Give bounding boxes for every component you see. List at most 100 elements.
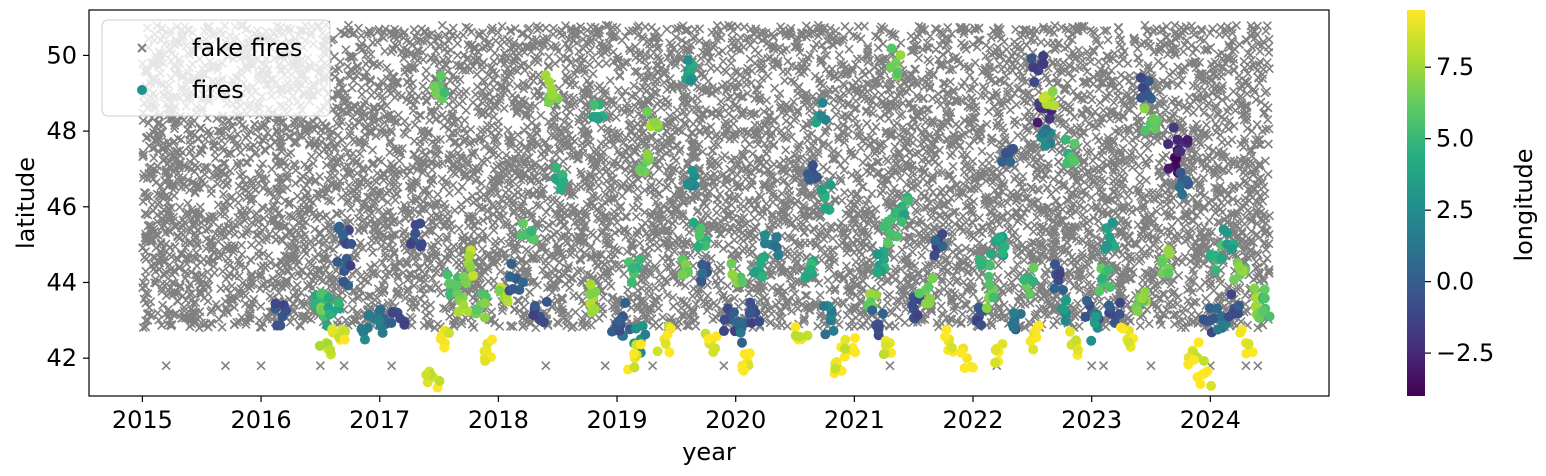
fake-fire-point: [525, 287, 535, 297]
fake-fire-point: [1010, 174, 1020, 184]
fake-fire-point: [815, 290, 825, 300]
fake-fire-point: [1210, 103, 1221, 113]
fake-fire-point: [417, 147, 427, 158]
fake-fire-point: [1132, 44, 1143, 54]
fake-fire-point: [648, 361, 658, 371]
fake-fire-point: [856, 143, 866, 153]
fake-fire-point: [421, 73, 431, 83]
fake-fire-point: [662, 24, 672, 34]
fake-fire-point: [212, 179, 223, 189]
fake-fire-point: [409, 24, 419, 35]
fake-fire-point: [631, 211, 642, 222]
fake-fire-point: [220, 361, 231, 371]
fake-fire-point: [1194, 101, 1204, 111]
fake-fire-point: [1087, 361, 1097, 371]
fake-fire-point: [1161, 150, 1171, 161]
fake-fire-point: [364, 83, 375, 93]
fake-fire-point: [461, 105, 471, 116]
fake-fire-point: [421, 310, 431, 320]
fake-fire-point: [1241, 361, 1251, 371]
fake-fire-point: [680, 281, 690, 291]
fake-fire-point: [1094, 135, 1104, 146]
fake-fire-point: [214, 314, 224, 324]
fake-fire-point: [1178, 47, 1189, 57]
fake-fire-point: [1022, 221, 1032, 231]
fake-fire-point: [462, 195, 472, 205]
fake-fire-point: [945, 151, 956, 161]
fake-fire-point: [873, 32, 883, 42]
fake-fire-point: [217, 322, 227, 332]
fake-fire-point: [1253, 361, 1263, 371]
fake-fire-point: [1234, 39, 1245, 50]
fake-fire-point: [711, 208, 722, 218]
fake-fire-point: [467, 319, 477, 329]
fake-fire-point: [216, 284, 226, 294]
fake-fire-point: [1019, 133, 1029, 143]
fake-fire-point: [236, 147, 246, 157]
fake-fire-point: [543, 61, 553, 71]
fake-fire-point: [744, 288, 754, 298]
fake-fire-point: [1146, 361, 1156, 371]
fake-fire-point: [1050, 21, 1060, 31]
fake-fire-point: [853, 21, 863, 32]
fake-fire-point: [495, 321, 505, 331]
fake-fire-point: [499, 103, 509, 114]
fake-fire-point: [1012, 250, 1022, 261]
fake-fire-point: [781, 145, 791, 155]
fake-fire-point: [936, 301, 946, 311]
fake-fire-point: [256, 361, 266, 371]
fake-fire-point: [421, 65, 431, 76]
fake-fire-point: [1196, 24, 1207, 34]
fake-fire-point: [541, 361, 551, 371]
fake-fire-point: [778, 67, 788, 77]
fake-fire-point: [427, 274, 437, 284]
fake-fire-point: [394, 156, 404, 166]
fake-fire-point: [1031, 173, 1041, 183]
fake-fire-point: [839, 187, 850, 198]
fake-fire-point: [367, 145, 378, 155]
fake-fire-point: [706, 63, 716, 73]
fake-fire-point: [448, 23, 458, 33]
fake-fire-point: [1119, 133, 1129, 143]
fake-fire-point: [981, 40, 991, 50]
fake-fire-point: [1144, 319, 1154, 329]
fake-fire-point: [1262, 253, 1272, 263]
fake-fire-point: [718, 56, 728, 66]
fake-fire-point: [384, 186, 394, 196]
fake-fire-point: [315, 361, 325, 371]
fake-fire-point: [761, 199, 771, 209]
fake-fire-point: [867, 189, 877, 199]
fake-fire-point: [635, 238, 645, 249]
fake-fire-point: [267, 164, 277, 174]
fake-fire-point: [558, 156, 568, 166]
fake-fire-point: [1069, 112, 1079, 122]
fake-fire-point: [1116, 70, 1126, 80]
fake-fire-point: [1123, 191, 1133, 201]
fake-fire-point: [433, 190, 443, 200]
fake-fire-point: [1098, 361, 1109, 371]
fake-fire-point: [1201, 293, 1211, 303]
fake-fire-point: [982, 119, 992, 129]
fake-fire-point: [851, 96, 861, 106]
fake-fire-point: [792, 251, 802, 261]
fake-fire-point: [387, 361, 397, 371]
fake-fire-point: [1125, 185, 1135, 195]
fake-fire-point: [468, 98, 478, 108]
fake-fire-point: [541, 223, 551, 233]
fake-fire-point: [1114, 58, 1124, 68]
fake-fire-point: [256, 301, 266, 311]
fake-fire-point: [1188, 48, 1198, 58]
fake-fire-point: [1135, 321, 1145, 331]
fake-fire-point: [1076, 50, 1086, 60]
fake-fire-point: [1263, 169, 1273, 179]
fake-fire-point: [1009, 266, 1019, 276]
fake-fire-point: [1135, 150, 1146, 161]
fake-fire-point: [1255, 46, 1265, 56]
fake-fire-point: [246, 240, 257, 250]
fake-fire-point: [335, 76, 345, 86]
fake-fire-point: [623, 285, 633, 295]
fake-fire-point: [570, 307, 581, 317]
fake-fire-point: [254, 238, 264, 248]
fake-fire-point: [235, 170, 245, 180]
fake-fire-point: [644, 286, 654, 296]
